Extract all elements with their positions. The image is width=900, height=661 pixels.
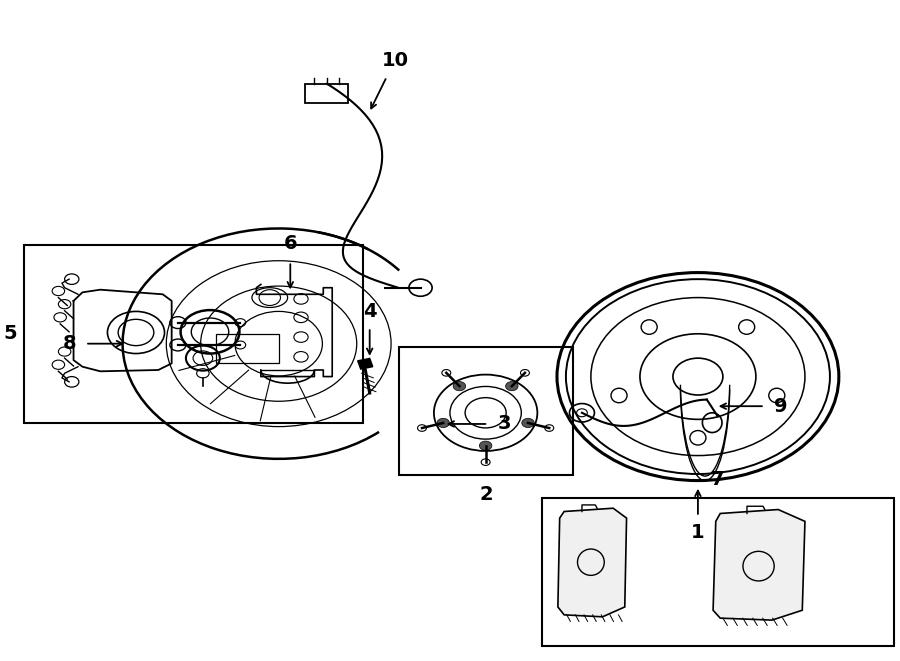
- Circle shape: [437, 418, 449, 428]
- Circle shape: [454, 381, 465, 391]
- Text: 4: 4: [363, 301, 376, 321]
- Circle shape: [506, 381, 518, 391]
- Text: 6: 6: [284, 234, 297, 253]
- Bar: [305, 84, 348, 103]
- Circle shape: [480, 441, 492, 450]
- Polygon shape: [558, 508, 626, 617]
- Text: 7: 7: [711, 470, 724, 489]
- Bar: [399, 347, 573, 475]
- Bar: [542, 498, 895, 646]
- Circle shape: [522, 418, 535, 428]
- Text: 8: 8: [63, 334, 76, 353]
- Text: 9: 9: [774, 397, 788, 416]
- Polygon shape: [713, 510, 805, 620]
- Bar: [24, 245, 364, 422]
- Bar: [357, 358, 373, 369]
- Text: 5: 5: [4, 325, 17, 343]
- Text: 1: 1: [691, 524, 705, 543]
- Text: 2: 2: [480, 485, 493, 504]
- Text: 10: 10: [382, 51, 410, 70]
- Text: 3: 3: [497, 414, 510, 434]
- Bar: [216, 334, 279, 364]
